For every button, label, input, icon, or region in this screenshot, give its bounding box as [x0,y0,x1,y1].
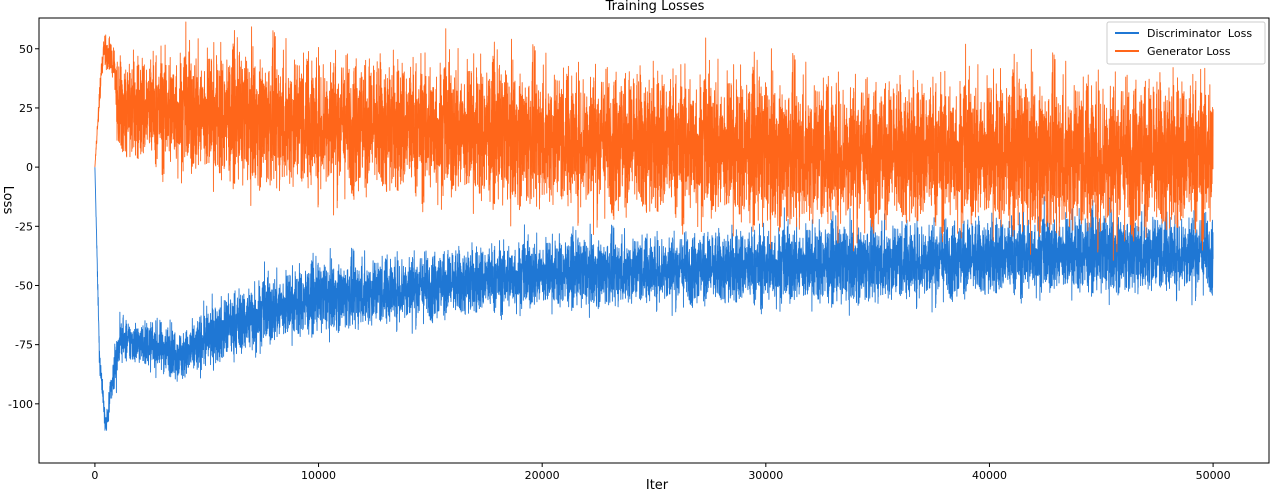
x-tick-label: 50000 [1196,469,1231,482]
series-line-0 [94,167,1214,431]
legend: Discriminator Loss Generator Loss [1106,21,1266,65]
y-tick-label: -25 [15,220,33,233]
x-axis-label: Iter [646,478,669,492]
legend-box [1106,21,1266,65]
legend-label-discriminator: Discriminator Loss [1147,27,1252,40]
y-tick-label: -100 [8,398,33,411]
x-tick-label: 10000 [301,469,336,482]
series-layer [94,21,1214,431]
x-axis: 0 10000 20000 30000 40000 50000 [91,463,1231,482]
x-tick-label: 20000 [525,469,560,482]
x-tick-label: 0 [91,469,98,482]
legend-label-generator: Generator Loss [1147,45,1231,58]
chart-title: Training Losses [605,0,705,14]
series-line-1 [94,21,1214,261]
y-tick-label: -50 [15,279,33,292]
plot-frame [38,17,1270,464]
y-tick-label: -75 [15,339,33,352]
y-tick-label: 25 [19,102,33,115]
y-tick-label: 50 [19,43,33,56]
y-axis: 50 25 0 -25 -50 -75 -100 [8,43,39,411]
x-tick-label: 40000 [972,469,1007,482]
y-tick-label: 0 [26,161,33,174]
y-axis-label: Loss [0,186,15,215]
x-tick-label: 30000 [748,469,783,482]
